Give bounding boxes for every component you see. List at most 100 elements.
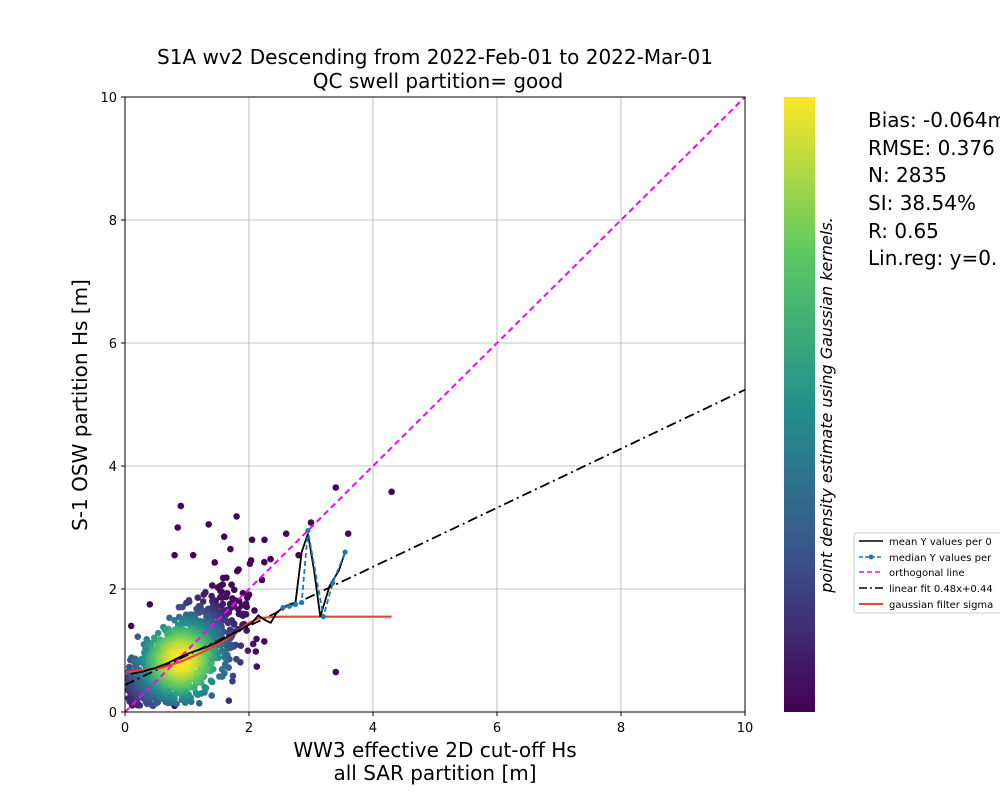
x-tick-label: 8 — [617, 721, 625, 736]
scatter-point — [243, 627, 250, 634]
legend-frame — [853, 532, 1000, 614]
legend-item-linear-fit: linear fit 0.48x+0.44 — [859, 584, 993, 595]
scatter-point — [253, 663, 261, 670]
median-marker — [280, 604, 286, 611]
x-tick-label: 10 — [737, 721, 754, 736]
stats-box: Bias: -0.064m RMSE: 0.376 N: 2835 SI: 38… — [868, 108, 1000, 270]
scatter-point — [307, 519, 315, 526]
y-tick-label: 2 — [109, 583, 117, 598]
scatter-point — [235, 610, 243, 618]
scatter-point — [229, 672, 237, 680]
median-marker — [286, 603, 292, 609]
chart-title: S1A wv2 Descending from 2022-Feb-01 to 2… — [157, 45, 713, 69]
scatter-point — [221, 660, 229, 668]
x-tick-label: 2 — [245, 721, 253, 736]
scatter-point — [267, 555, 274, 563]
scatter-point — [244, 647, 252, 654]
scatter-point — [207, 677, 215, 684]
scatter-point — [233, 567, 241, 575]
scatter-point — [216, 593, 224, 601]
scatter-point — [227, 545, 234, 553]
legend-label-median: median Y values per — [889, 553, 992, 564]
scatter-point — [344, 530, 352, 537]
scatter-point — [134, 633, 142, 640]
scatter-point — [154, 629, 162, 637]
legend-label-gaussian: gaussian filter sigma — [889, 600, 993, 611]
scatter-point — [261, 638, 268, 645]
legend-swatch-median-marker — [868, 554, 874, 560]
scatter-point — [261, 558, 268, 566]
scatter-point — [208, 692, 216, 699]
scatter-point — [209, 582, 216, 589]
scatter-point — [216, 673, 223, 680]
scatter-point — [194, 594, 202, 601]
legend-item-median: median Y values per — [859, 553, 992, 564]
median-marker — [292, 601, 299, 607]
scatter-point — [175, 603, 183, 611]
scatter-point — [225, 697, 233, 705]
series-line-orthogonal — [125, 97, 745, 712]
scatter-point — [146, 601, 154, 608]
median-marker — [299, 599, 305, 606]
series-lines — [125, 97, 745, 712]
scatter-point — [195, 699, 203, 707]
scatter-point — [228, 581, 235, 589]
scatter-point — [388, 488, 395, 496]
median-marker — [330, 580, 336, 586]
scatter-point — [177, 502, 185, 510]
median-marker — [305, 527, 311, 534]
scatter-point — [239, 589, 247, 597]
scatter-point — [248, 536, 256, 544]
stat-linreg: Lin.reg: y=0. — [868, 246, 997, 270]
scatter-point — [253, 635, 260, 643]
y-tick-label: 6 — [109, 337, 117, 352]
x-tick-label: 0 — [121, 721, 129, 736]
scatter-point — [233, 655, 240, 663]
legend-item-mean: mean Y values per 0 — [859, 537, 992, 548]
series-line-mean — [131, 533, 346, 675]
chart-subtitle: QC swell partition= good — [313, 69, 563, 93]
colorbar — [784, 97, 815, 712]
legend: mean Y values per 0 median Y values per … — [853, 532, 1000, 614]
scatter-point — [251, 607, 258, 614]
median-marker — [320, 614, 326, 620]
x-axis-label-line2: all SAR partition [m] — [333, 761, 536, 785]
scatter-point — [171, 551, 178, 559]
scatter-point — [233, 513, 240, 520]
scatter-point — [200, 591, 208, 598]
y-tick-label: 8 — [109, 214, 117, 229]
scatter-point — [332, 668, 340, 676]
scatter-point — [332, 484, 340, 491]
x-tick-label: 6 — [493, 721, 501, 736]
scatter-point — [217, 587, 224, 595]
legend-item-orthogonal: orthogonal line — [859, 568, 965, 579]
scatter-point — [205, 521, 212, 528]
stat-rmse: RMSE: 0.376 — [868, 136, 995, 160]
scatter-point — [174, 524, 181, 531]
scatter-point — [127, 622, 135, 630]
scatter-point — [261, 536, 268, 544]
scatter-point — [237, 642, 245, 649]
median-marker — [342, 549, 348, 555]
scatter-point — [246, 560, 254, 568]
scatter-point — [201, 683, 209, 691]
scatter-point — [125, 663, 133, 671]
scatter-point — [221, 654, 228, 661]
scatter-point — [229, 677, 236, 685]
y-axis-label: S-1 OSW partition Hs [m] — [68, 279, 92, 531]
x-axis-label-line1: WW3 effective 2D cut-off Hs — [293, 738, 576, 762]
legend-label-linear-fit: linear fit 0.48x+0.44 — [889, 584, 993, 595]
colorbar-label: point density estimate using Gaussian ke… — [817, 217, 836, 593]
stat-n: N: 2835 — [868, 163, 947, 187]
scatter-point — [208, 592, 215, 600]
scatter-point — [219, 574, 227, 582]
scatter-point — [244, 594, 251, 601]
scatter-point — [189, 551, 197, 559]
scatter-point — [220, 533, 228, 541]
scatter-point — [218, 602, 225, 610]
stat-si: SI: 38.54% — [868, 191, 976, 215]
scatter-point — [252, 648, 260, 655]
scatter-point — [230, 621, 238, 628]
axis-ticks: 0 2 4 6 8 10 0 2 4 6 8 10 — [100, 91, 753, 736]
scatter-point — [192, 689, 200, 697]
